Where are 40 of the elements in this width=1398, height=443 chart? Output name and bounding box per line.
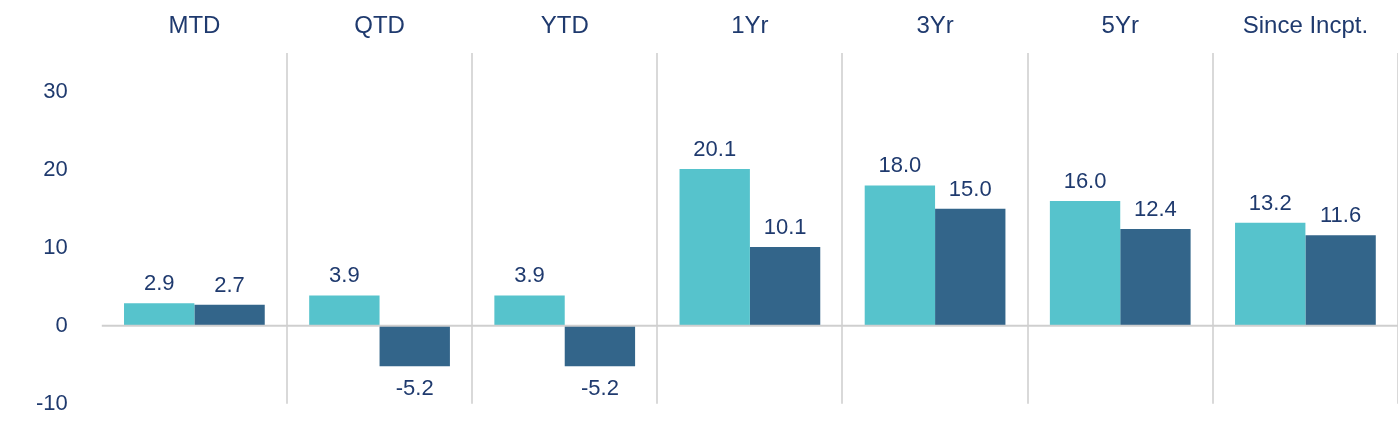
- bar: [679, 169, 750, 326]
- text: 2.9: [143, 270, 175, 296]
- bar: [379, 325, 450, 367]
- x-tick-label: 3Yr: [916, 11, 954, 39]
- bar: [1235, 222, 1306, 326]
- y-tick-label: 30: [43, 77, 68, 103]
- text: 3.9: [514, 262, 545, 288]
- bar: [935, 208, 1006, 326]
- bar: [494, 295, 565, 326]
- bar: [864, 185, 936, 326]
- bar: [1305, 235, 1376, 326]
- y-tick-label: 10: [43, 233, 68, 259]
- bar: [194, 304, 265, 326]
- bar: [124, 303, 195, 326]
- bar: [1120, 229, 1191, 326]
- text: -5.2: [395, 375, 434, 401]
- x-tick-label: 5Yr: [1101, 11, 1139, 39]
- x-tick-label: YTD: [540, 11, 589, 39]
- text: 16.0: [1063, 168, 1107, 194]
- text: 11.6: [1320, 202, 1362, 228]
- bar: [1049, 201, 1121, 326]
- x-tick-label: Since Incpt.: [1242, 11, 1369, 39]
- text: 3.9: [329, 262, 360, 288]
- x-tick-label: 1Yr: [731, 11, 769, 39]
- bar: [309, 295, 380, 326]
- text: 18.0: [878, 152, 922, 178]
- bar: [564, 325, 636, 367]
- text: 10.1: [763, 214, 807, 240]
- y-tick-label: -10: [36, 389, 68, 415]
- y-tick-label: 0: [55, 311, 68, 337]
- bar: [749, 247, 821, 326]
- x-tick-label: MTD: [168, 11, 221, 39]
- text: 20.1: [693, 136, 737, 162]
- text: 13.2: [1248, 189, 1292, 215]
- text: 15.0: [948, 175, 992, 201]
- text: 2.7: [214, 271, 245, 297]
- text: -5.2: [580, 375, 619, 401]
- y-tick-label: 20: [43, 155, 68, 181]
- x-tick-label: QTD: [354, 11, 405, 39]
- text: 12.4: [1134, 196, 1177, 222]
